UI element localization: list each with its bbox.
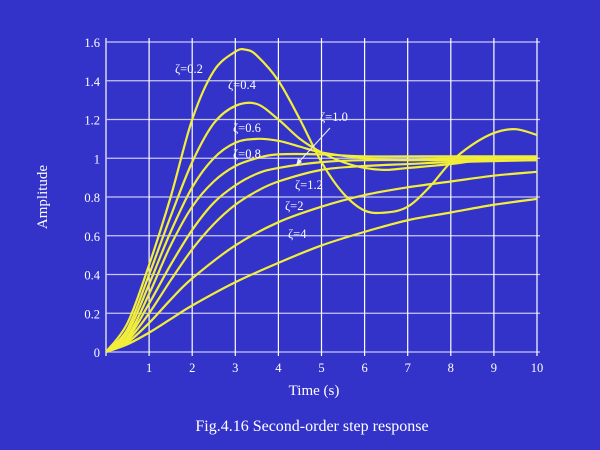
figure-caption: Fig.4.16 Second-order step response [195,418,428,435]
series-line [105,48,538,353]
y-tick-label: 0.6 [84,230,100,244]
y-axis-label: Amplitude [35,165,51,230]
x-axis-label: Time (s) [289,383,340,399]
y-tick-label: 1.2 [84,114,100,128]
series-annotation: ζ=1.2 [295,178,323,192]
y-tick-label: 0.2 [84,307,100,321]
series-annotation: ζ=4 [288,227,307,241]
tick-labels: 0 0.2 0.4 0.6 0.8 1 1.2 1.4 1.6 1 2 3 4 5 6 7 8 9 10 [84,36,543,375]
series-line [105,158,537,353]
annotations: ζ=0.2 ζ=0.4 ζ=0.6 ζ=0.8 ζ=1.0 ζ=1.2 ζ=2 ζ=4 [175,62,348,241]
x-tick-label: 7 [405,361,411,375]
x-tick-label: 2 [189,361,195,375]
series-annotation: ζ=0.8 [233,147,261,161]
x-tick-label: 4 [275,361,282,375]
y-tick-label: 0 [94,346,100,360]
y-tick-label: 0.8 [84,191,100,205]
y-tick-label: 0.4 [84,269,100,283]
series-annotation: ζ=1.0 [320,110,348,124]
x-tick-label: 10 [531,361,544,375]
x-tick-label: 9 [491,361,497,375]
y-tick-label: 1.4 [84,75,100,89]
y-tick-label: 1.6 [84,36,100,50]
series-lines [105,48,538,354]
annotation-arrowhead [296,158,302,166]
series-line [105,152,537,353]
x-tick-label: 8 [448,361,454,375]
x-tick-label: 5 [318,361,324,375]
series-line [105,159,538,353]
series-line [105,197,538,354]
series-line [105,101,538,353]
annotation-arrow [297,127,331,164]
y-tick-label: 1 [94,152,100,166]
series-annotation: ζ=0.6 [233,121,261,135]
series-annotation: ζ=0.4 [228,78,257,92]
x-tick-label: 3 [232,361,238,375]
x-tick-label: 1 [146,361,152,375]
series-line [105,170,538,354]
x-tick-label: 6 [361,361,367,375]
series-annotation: ζ=0.2 [175,62,203,76]
series-annotation: ζ=2 [285,199,303,213]
